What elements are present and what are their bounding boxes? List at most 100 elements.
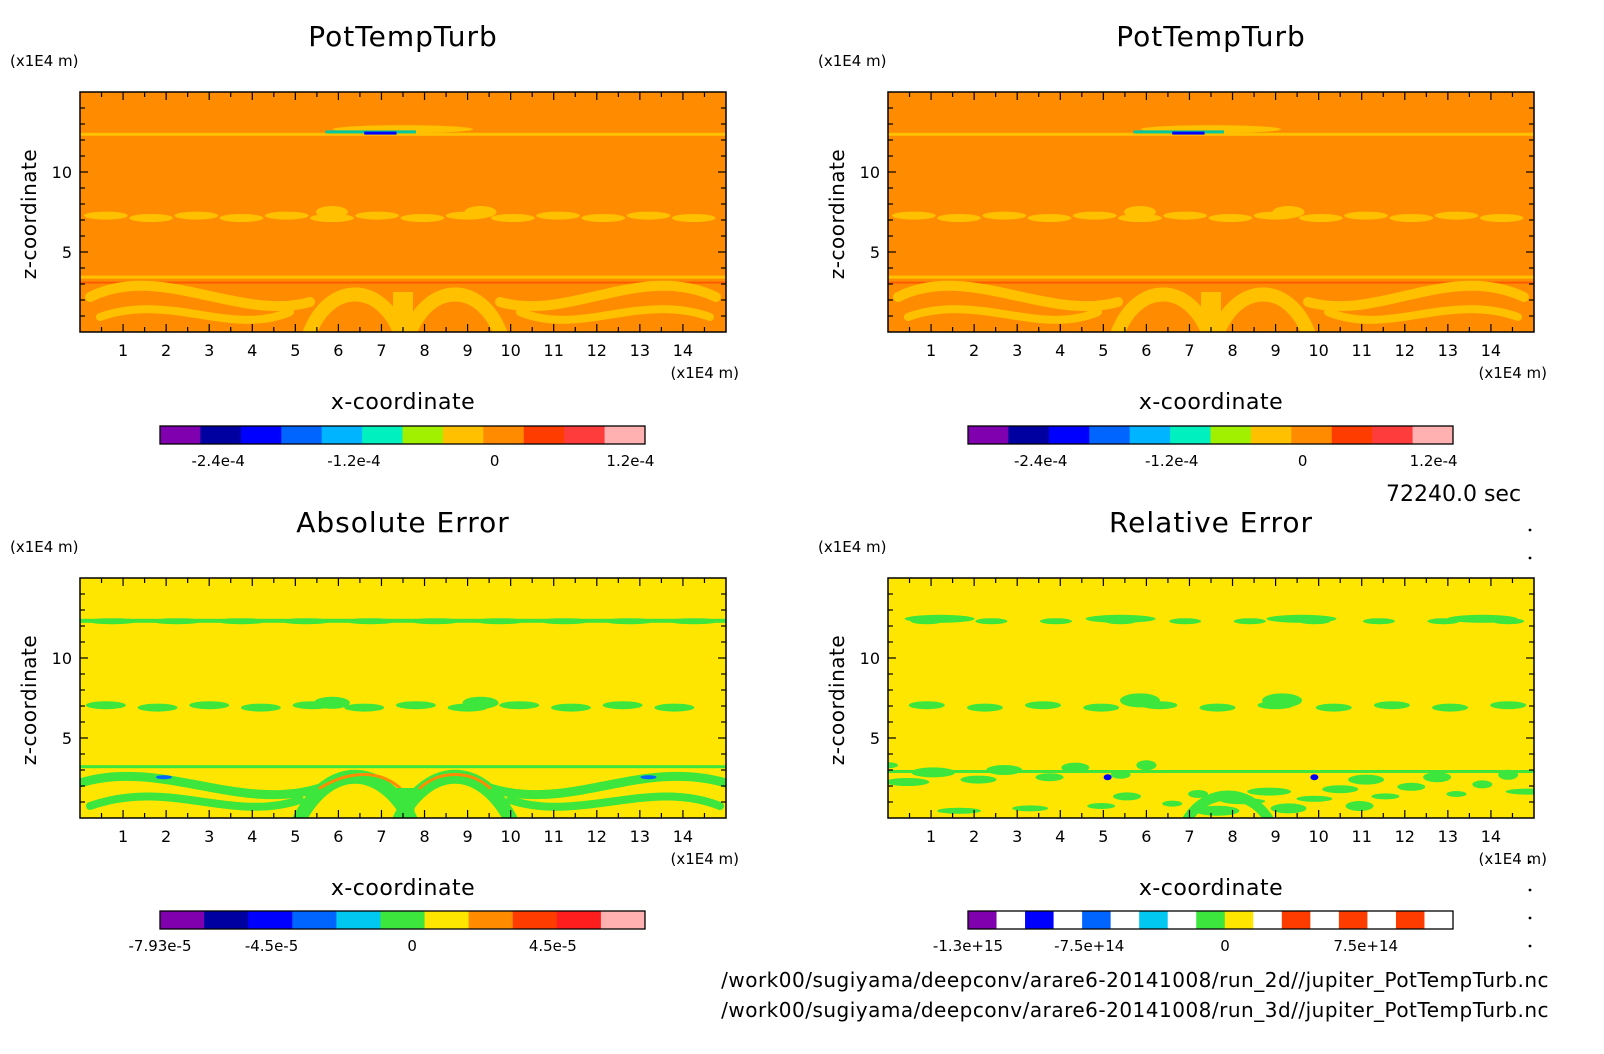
upper-band-blob bbox=[87, 618, 138, 625]
x-tick-label: 10 bbox=[500, 827, 520, 846]
mid-band-blob bbox=[671, 214, 716, 222]
x-tick-label: 11 bbox=[1352, 341, 1372, 360]
mid-blob-left bbox=[315, 206, 348, 218]
x-tick-label: 8 bbox=[1227, 341, 1237, 360]
upper-blue-mark bbox=[1172, 131, 1205, 135]
colorbar-tick-label: -1.2e-4 bbox=[327, 452, 380, 470]
colorbar-tick-label: 1.2e-4 bbox=[606, 452, 654, 470]
y-tick-label: 10 bbox=[52, 649, 72, 668]
colorbar: -2.4e-4 -1.2e-4 0 1.2e-4 bbox=[159, 425, 654, 470]
colorbar-swatch bbox=[321, 426, 363, 444]
colorbar-swatch bbox=[281, 426, 323, 444]
x-tick-label: 13 bbox=[630, 341, 650, 360]
x-tick-label: 13 bbox=[1438, 341, 1458, 360]
mid-blob-right bbox=[464, 206, 497, 218]
plot-field bbox=[80, 125, 726, 332]
mid-band-blob bbox=[1199, 703, 1236, 712]
margin-dot bbox=[1528, 888, 1532, 892]
colorbar-swatch bbox=[1082, 911, 1112, 929]
swirl-2 bbox=[96, 305, 294, 324]
plot-background bbox=[80, 578, 726, 818]
chart-panel-1: PotTempTurb(x1E4 m)1 2 3 4 5 6 7 8 9 10 11 12 13 1451… bbox=[10, 20, 739, 470]
colorbar-swatch bbox=[1331, 426, 1373, 444]
mid-band-blob bbox=[1373, 701, 1410, 710]
colorbar-swatch bbox=[468, 911, 514, 929]
upper-small-blob bbox=[1492, 618, 1525, 625]
y-tick-label: 5 bbox=[62, 243, 72, 262]
x-tick-label: 13 bbox=[630, 827, 650, 846]
upper-blue-mark bbox=[364, 131, 397, 135]
x-tick-label: 8 bbox=[1227, 827, 1237, 846]
mid-band-blob bbox=[240, 703, 281, 712]
x-tick-label: 10 bbox=[1308, 341, 1328, 360]
mid-band-blob bbox=[189, 701, 230, 710]
x-tick-label: 8 bbox=[419, 827, 429, 846]
colorbar-swatch bbox=[1053, 911, 1083, 929]
low-cell bbox=[1162, 800, 1183, 807]
y-tick-label: 5 bbox=[870, 729, 880, 748]
colorbar-swatch bbox=[1372, 426, 1414, 444]
x-tick-label: 4 bbox=[247, 827, 257, 846]
upper-band-blob bbox=[410, 618, 461, 625]
mid-band-blob bbox=[1163, 211, 1208, 220]
low-cell bbox=[1397, 782, 1426, 791]
low-cell bbox=[1446, 791, 1467, 797]
colorbar-swatch bbox=[1025, 911, 1055, 929]
y-tick-label: 5 bbox=[870, 243, 880, 262]
colorbar-swatch bbox=[248, 911, 293, 929]
swirl-2 bbox=[904, 305, 1102, 324]
mid-band-blob bbox=[400, 214, 445, 222]
mid-band-blob bbox=[536, 211, 581, 220]
mid-band-blob bbox=[550, 703, 591, 712]
colorbar-swatch bbox=[160, 911, 205, 929]
mid-band-blob bbox=[966, 703, 1003, 712]
low-cell bbox=[1472, 780, 1493, 789]
colorbar-swatch bbox=[523, 426, 565, 444]
upper-band-blob bbox=[539, 618, 590, 625]
mid-band-blob bbox=[264, 211, 309, 220]
x-tick-label: 2 bbox=[969, 341, 979, 360]
colorbar-swatch bbox=[160, 426, 201, 444]
low-cell bbox=[937, 807, 982, 814]
colorbar-tick-label: -1.3e+15 bbox=[933, 937, 1003, 955]
mid-band-blob bbox=[1083, 703, 1120, 712]
chart-panel-2: PotTempTurb(x1E4 m)1 2 3 4 5 6 7 8 9 10 11 12 13 1451… bbox=[818, 20, 1547, 470]
colorbar-swatch bbox=[336, 911, 381, 929]
colorbar-swatch bbox=[204, 911, 249, 929]
x-tick-label: 14 bbox=[1481, 341, 1501, 360]
upper-small-blob bbox=[1362, 618, 1395, 625]
upper-small-blob bbox=[910, 618, 943, 625]
chart-panel-3: Absolute Error(x1E4 m)1 2 3 4 5 6 7 8 9 10 11 12 13 1… bbox=[10, 506, 739, 955]
upper-band-blob bbox=[345, 618, 396, 625]
colorbar-swatch bbox=[1412, 426, 1454, 444]
colorbar-swatch bbox=[1424, 911, 1454, 929]
swirl-6 bbox=[1324, 305, 1522, 324]
x-tick-label: 6 bbox=[1141, 827, 1151, 846]
low-cell bbox=[1247, 787, 1292, 796]
colorbar-swatch bbox=[564, 426, 606, 444]
orange-arc-1 bbox=[318, 773, 402, 790]
mid-band-blob bbox=[137, 703, 178, 712]
mid-band-blob bbox=[581, 214, 626, 222]
mid-band-blob bbox=[1432, 703, 1469, 712]
upper-stripe bbox=[888, 132, 1534, 136]
colorbar-swatch bbox=[1210, 426, 1252, 444]
colorbar-swatch bbox=[1008, 426, 1050, 444]
upper-band-blob bbox=[474, 618, 525, 625]
colorbar-swatch bbox=[380, 911, 426, 929]
upper-stripe bbox=[80, 132, 726, 136]
x-unit-label: (x1E4 m) bbox=[1478, 850, 1547, 868]
margin-dot bbox=[1528, 944, 1532, 948]
colorbar-swatch bbox=[240, 426, 282, 444]
low-cell bbox=[960, 775, 997, 784]
mid-band-blob bbox=[937, 214, 982, 222]
x-tick-label: 10 bbox=[500, 341, 520, 360]
x-tick-label: 3 bbox=[204, 341, 214, 360]
colorbar-swatch bbox=[1338, 911, 1368, 929]
swirl-4 bbox=[403, 287, 507, 332]
margin-dot bbox=[1528, 528, 1532, 532]
mid-band-blob bbox=[654, 703, 695, 712]
central-column bbox=[396, 788, 415, 818]
mid-band-blob bbox=[395, 701, 436, 710]
